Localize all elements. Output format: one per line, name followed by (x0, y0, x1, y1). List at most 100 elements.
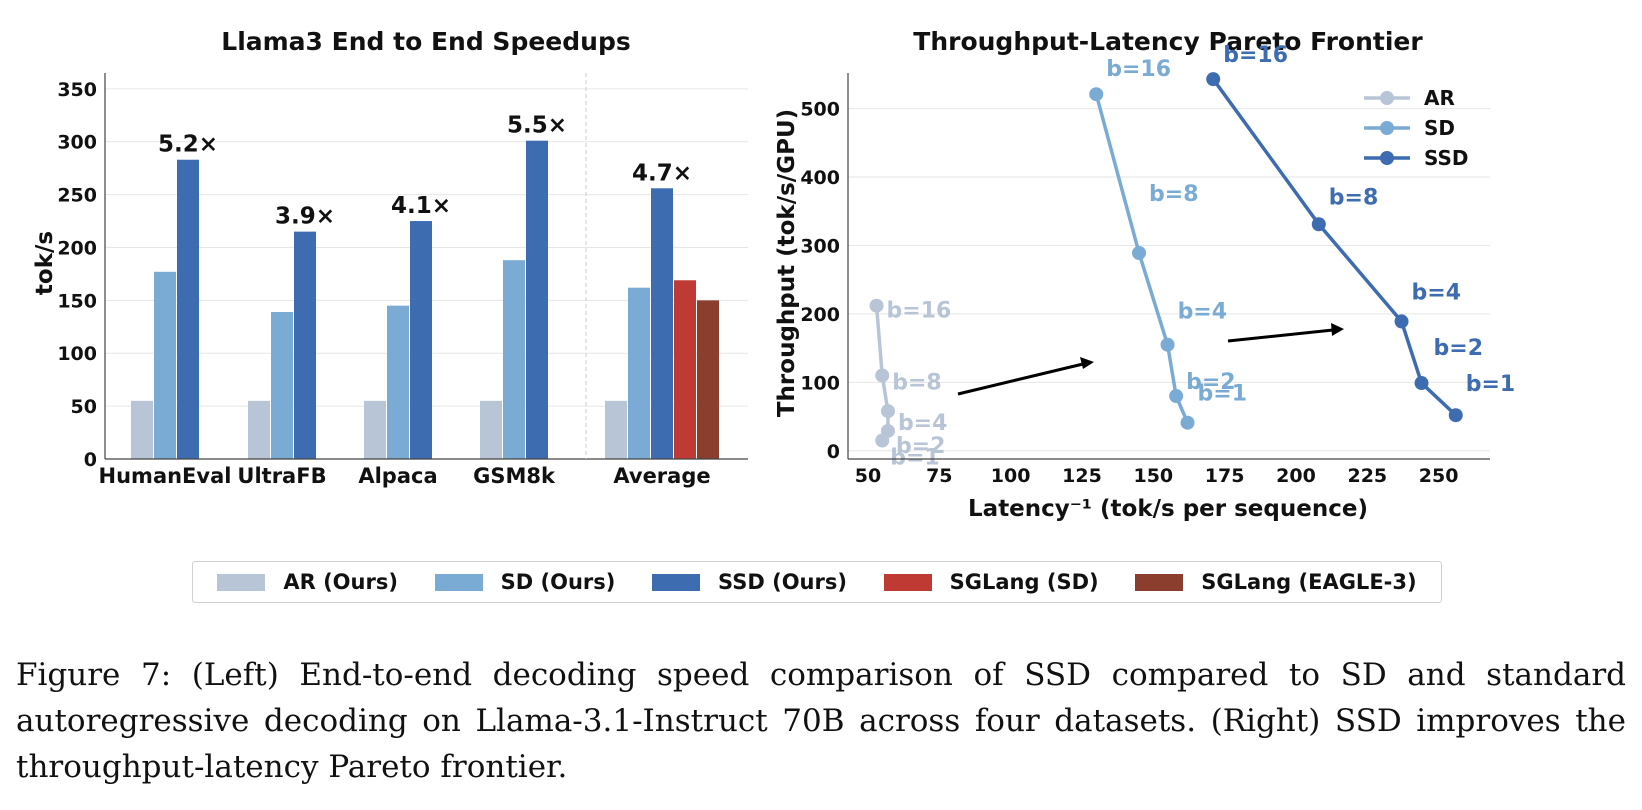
data-point-ar (875, 368, 890, 383)
bar-chart-x-tick-label: GSM8k (473, 464, 556, 488)
speedup-annotation: 5.2× (158, 132, 218, 158)
data-point-ar (875, 433, 890, 448)
data-point-ssd (1414, 376, 1429, 391)
legend-swatch (434, 573, 483, 591)
batch-size-label: b=4 (1412, 280, 1462, 305)
bar-chart-x-tick-label: UltraFB (237, 464, 326, 488)
bar-sglang_sd (674, 280, 696, 459)
bar-chart-x-tick-label: Average (613, 464, 710, 488)
pareto-chart-x-tick-label: 175 (1205, 465, 1245, 487)
data-point-sd (1160, 337, 1175, 352)
bar-sd (628, 287, 650, 459)
legend-label: SD (Ours) (500, 570, 616, 594)
pareto-chart-x-axis-label: Latency⁻¹ (tok/s per sequence) (968, 496, 1368, 522)
legend-label: SSD (Ours) (718, 570, 847, 594)
data-point-ssd (1448, 408, 1463, 423)
batch-size-label: b=16 (1106, 57, 1171, 82)
bar-chart-y-tick-label: 200 (57, 237, 97, 259)
legend-item: SD (Ours) (434, 570, 616, 594)
legend-marker-sd (1380, 121, 1394, 135)
bar-ar (480, 400, 502, 459)
data-point-ar (869, 298, 884, 313)
bar-chart-x-tick-label: HumanEval (99, 464, 232, 488)
pareto-chart-legend: AR SD SSD (1364, 86, 1469, 170)
legend-marker-ar (1380, 91, 1394, 105)
data-point-ssd (1394, 314, 1409, 329)
bar-ssd (410, 221, 432, 459)
bar-ssd (177, 159, 199, 459)
arrow-head-sd-to-ssd (1331, 323, 1344, 336)
batch-size-label: b=8 (892, 371, 942, 396)
speedup-annotation: 4.7× (632, 160, 692, 186)
batch-size-label: b=1 (1466, 372, 1516, 397)
legend-label-ssd: SSD (1424, 146, 1469, 170)
bar-ssd (526, 140, 548, 459)
pareto-chart-x-tick-label: 200 (1276, 465, 1316, 487)
pareto-chart: Throughput-Latency Pareto Frontier Throu… (774, 27, 1515, 522)
legend-label: AR (Ours) (283, 570, 398, 594)
data-point-sd (1132, 245, 1147, 260)
bar-chart-y-tick-label: 100 (57, 343, 97, 365)
figure-caption: Figure 7: (Left) End-to-end decoding spe… (16, 652, 1626, 790)
bar-chart-x-tick-label: Alpaca (358, 464, 437, 488)
bar-ssd (651, 188, 673, 459)
pareto-chart-x-tick-label: 125 (1062, 465, 1102, 487)
pareto-chart-title: Throughput-Latency Pareto Frontier (913, 27, 1423, 56)
batch-size-label: b=8 (1149, 182, 1199, 207)
batch-size-label: b=4 (1178, 300, 1228, 325)
bar-chart-y-axis-label: tok/s (32, 231, 58, 295)
pareto-chart-y-tick-label: 400 (800, 167, 840, 189)
improvement-arrows (957, 323, 1344, 396)
legend-label: SGLang (EAGLE-3) (1201, 570, 1417, 594)
bar-ar (131, 400, 153, 459)
speedup-annotation: 3.9× (275, 204, 335, 230)
bar-sd (387, 305, 409, 459)
legend-label-ar: AR (1424, 86, 1455, 110)
series-sd: b=16 b=8 b=4 b=2b=1 (1089, 57, 1247, 430)
batch-size-label: b=8 (1329, 185, 1379, 210)
pareto-chart-y-tick-label: 100 (800, 372, 840, 394)
legend-swatch (883, 573, 932, 591)
legend-label-sd: SD (1424, 116, 1455, 140)
bar-chart-y-tick-label: 0 (84, 449, 97, 471)
batch-size-label: b=2 (1434, 336, 1484, 361)
batch-size-label: b=1 (890, 446, 940, 471)
legend-swatch (1135, 573, 1184, 591)
bar-chart-y-tick-label: 50 (71, 396, 97, 418)
pareto-chart-y-tick-label: 200 (800, 304, 840, 326)
batch-size-label: b=2 (1186, 370, 1236, 395)
bar-ar (248, 400, 270, 459)
pareto-chart-x-tick-label: 150 (1133, 465, 1173, 487)
bar-chart-y-tick-label: 250 (57, 185, 97, 207)
pareto-chart-x-tick-label: 250 (1419, 465, 1459, 487)
speedup-annotation: 5.5× (507, 113, 567, 139)
legend-item: AR (Ours) (217, 570, 398, 594)
bar-sd (503, 260, 525, 459)
legend-label: SGLang (SD) (949, 570, 1099, 594)
bar-ar (364, 400, 386, 459)
bar-chart-y-tick-label: 300 (57, 132, 97, 154)
bar-chart-legend: AR (Ours) SD (Ours) SSD (Ours) SGLang (SD) S… (192, 561, 1442, 603)
data-point-sd (1180, 415, 1195, 430)
series-ar: b=16 b=8 b=4b=2b=1 (869, 298, 951, 471)
legend-item: SGLang (SD) (883, 570, 1099, 594)
data-point-ssd (1311, 217, 1326, 232)
legend-item: SSD (Ours) (652, 570, 847, 594)
legend-swatch (652, 573, 701, 591)
series-line-ssd (1211, 78, 1457, 417)
pareto-chart-y-tick-label: 300 (800, 235, 840, 257)
bar-chart-speedups: Llama3 End to End Speedups tok/s 0 50 100 1… (32, 27, 748, 488)
series-ssd: b=16 b=8 b=4 b=2 b=1 (1206, 43, 1516, 423)
legend-item: SGLang (EAGLE-3) (1135, 570, 1417, 594)
bar-sd (154, 271, 176, 459)
arrow-head-ar-to-sd (1080, 357, 1094, 369)
pareto-chart-x-tick-label: 75 (926, 465, 952, 487)
arrow-sd-to-ssd (1227, 328, 1334, 343)
caption-line-1: Figure 7: (Left) End-to-end decoding spe… (16, 657, 1626, 693)
figure-canvas: Llama3 End to End Speedups tok/s 0 50 100 1… (32, 27, 1515, 522)
legend-swatch (217, 573, 266, 591)
speedup-annotation: 4.1× (391, 193, 451, 219)
bar-chart-y-tick-label: 350 (57, 79, 97, 101)
bar-sglang_eagle3 (697, 300, 719, 459)
data-point-ar (880, 404, 895, 419)
